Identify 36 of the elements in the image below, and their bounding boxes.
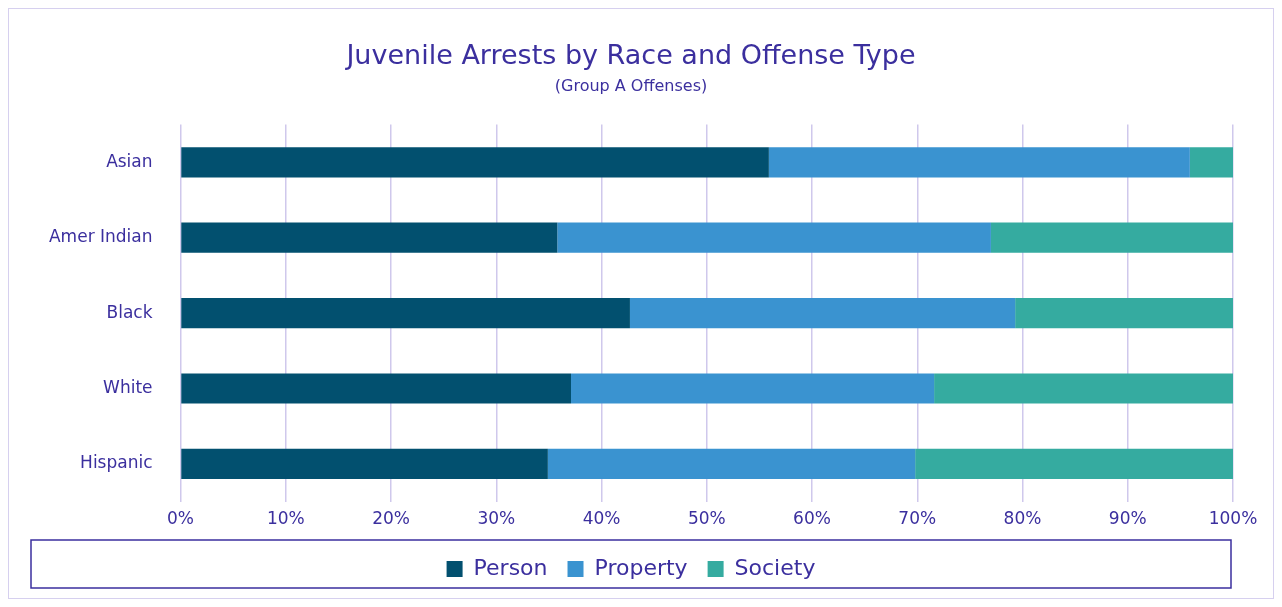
chart-subtitle: (Group A Offenses)	[554, 76, 708, 96]
x-tick-label: 60%	[793, 508, 831, 529]
y-tick-label: Asian	[106, 150, 153, 171]
x-tick-label: 30%	[477, 508, 516, 529]
y-tick-label: Black	[106, 301, 153, 322]
x-tick-label: 70%	[898, 508, 937, 529]
bar	[768, 147, 1190, 178]
y-tick-label: White	[103, 376, 153, 397]
x-tick-label: 100%	[1208, 508, 1258, 529]
legend-label: Person	[473, 554, 548, 580]
bar	[915, 448, 1233, 479]
bar	[1189, 147, 1233, 178]
legend-label: Property	[594, 554, 688, 580]
bar	[181, 147, 769, 178]
bar	[990, 222, 1233, 253]
bar	[547, 448, 916, 479]
y-tick-label: Amer Indian	[48, 226, 153, 247]
bar	[629, 298, 1016, 329]
bar	[934, 373, 1233, 404]
legend-label: Society	[734, 554, 816, 580]
bar	[181, 373, 571, 404]
x-tick-label: 10%	[266, 508, 305, 529]
bar	[181, 448, 548, 479]
bar	[181, 298, 630, 329]
chart-title: Juvenile Arrests by Race and Offense Type	[344, 39, 916, 71]
x-tick-label: 90%	[1108, 508, 1147, 529]
x-tick-label: 20%	[372, 508, 410, 529]
bar	[1015, 298, 1233, 329]
bar	[181, 222, 558, 253]
bar	[557, 222, 991, 253]
x-tick-label: 0%	[167, 508, 195, 529]
x-tick-label: 80%	[1003, 508, 1042, 529]
bar	[571, 373, 935, 404]
x-tick-label: 40%	[582, 508, 621, 529]
x-tick-label: 50%	[687, 508, 726, 529]
y-tick-label: Hispanic	[80, 452, 153, 473]
